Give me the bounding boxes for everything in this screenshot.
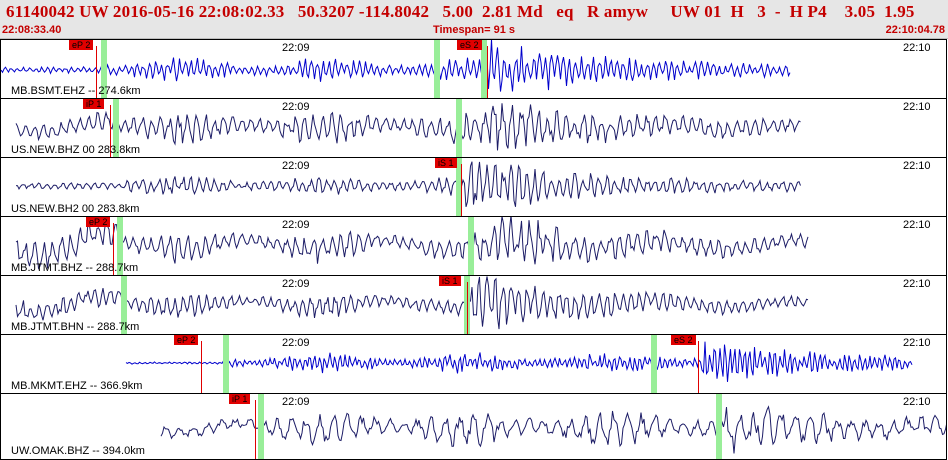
tick-label: 22:10 — [903, 278, 931, 290]
pick-line — [467, 282, 468, 334]
station-label: US.NEW.BHZ 00 283.8km — [11, 144, 140, 156]
seismic-trace — [15, 276, 809, 330]
green-window — [258, 394, 264, 459]
channel-panel-3[interactable]: iS 1 22:09 22:10 US.NEW.BH2 00 283.8km — [0, 157, 947, 217]
tick-label: 22:09 — [282, 42, 310, 54]
waveform-6 — [125, 341, 913, 382]
seismic-trace — [125, 341, 913, 382]
timespan-label: Timespan= 91 s — [432, 24, 516, 36]
event-header: 61140042 UW 2016-05-16 22:08:02.33 50.32… — [0, 0, 948, 39]
green-window — [456, 158, 462, 216]
station-label: MB.JTMT.BHN -- 288.7km — [11, 321, 140, 333]
waveform-7 — [160, 405, 946, 454]
green-window — [101, 40, 107, 98]
window-start-time: 22:08:33.40 — [2, 24, 62, 36]
pick-line — [201, 341, 202, 393]
window-end-time: 22:10:04.78 — [885, 24, 945, 36]
pick-label[interactable]: iP 1 — [83, 99, 105, 109]
channel-panel-7[interactable]: iP 1 22:09 22:10 UW.OMAK.BHZ -- 394.0km — [0, 393, 947, 460]
pick-line — [255, 400, 256, 459]
tick-label: 22:09 — [282, 160, 310, 172]
seismic-trace — [15, 217, 809, 270]
channel-panel-6[interactable]: eP 2 eS 2 22:09 22:10 MB.MKMT.EHZ -- 366… — [0, 334, 947, 394]
channel-panel-1[interactable]: eP 2 eS 2 22:09 22:10 MB.BSMT.EHZ -- 274… — [0, 39, 947, 99]
seismic-trace — [160, 405, 946, 454]
green-window — [223, 335, 229, 393]
seismic-trace — [15, 161, 801, 208]
seismic-trace — [15, 103, 801, 151]
tick-label: 22:10 — [903, 101, 931, 113]
seismic-trace — [1, 40, 791, 92]
waveform-4 — [15, 217, 809, 270]
tick-label: 22:10 — [903, 337, 931, 349]
waveform-5 — [15, 276, 809, 330]
seismogram-panels: eP 2 eS 2 22:09 22:10 MB.BSMT.EHZ -- 274… — [0, 39, 948, 460]
green-window — [481, 40, 487, 98]
tick-label: 22:09 — [282, 219, 310, 231]
green-window — [117, 217, 123, 275]
channel-panel-4[interactable]: eP 2 22:09 22:10 MB.JTMT.BHZ -- 288.7km — [0, 216, 947, 276]
waveform-1 — [1, 40, 791, 92]
tick-label: 22:10 — [903, 160, 931, 172]
pick-label[interactable]: eP 2 — [69, 40, 94, 50]
pick-line — [110, 105, 111, 157]
green-window — [113, 99, 119, 157]
tick-label: 22:09 — [282, 101, 310, 113]
tick-label: 22:09 — [282, 337, 310, 349]
pick-label[interactable]: eS 2 — [671, 335, 696, 345]
channel-panel-2[interactable]: iP 1 22:09 22:10 US.NEW.BHZ 00 283.8km — [0, 98, 947, 158]
station-label: UW.OMAK.BHZ -- 394.0km — [11, 445, 145, 457]
green-window — [121, 276, 127, 334]
station-label: MB.BSMT.EHZ -- 274.6km — [11, 85, 141, 97]
pick-label[interactable]: iS 1 — [435, 158, 457, 168]
tick-label: 22:09 — [282, 278, 310, 290]
waveform-2 — [15, 103, 801, 151]
pick-label[interactable]: eS 2 — [457, 40, 482, 50]
pick-label[interactable]: iP 1 — [229, 394, 251, 404]
waveform-3 — [15, 161, 801, 208]
tick-label: 22:10 — [903, 219, 931, 231]
green-window — [716, 394, 722, 459]
pick-line — [96, 46, 97, 98]
tick-label: 22:09 — [282, 396, 310, 408]
pick-label[interactable]: eP 2 — [174, 335, 199, 345]
green-window — [456, 99, 462, 157]
station-label: MB.JTMT.BHZ -- 288.7km — [11, 262, 139, 274]
pick-line — [461, 164, 462, 216]
tick-label: 22:10 — [903, 396, 931, 408]
event-summary: 61140042 UW 2016-05-16 22:08:02.33 50.32… — [6, 2, 915, 21]
green-window — [434, 40, 440, 98]
station-label: US.NEW.BH2 00 283.8km — [11, 203, 140, 215]
pick-line — [487, 46, 488, 98]
green-window — [651, 335, 657, 393]
pick-label[interactable]: eP 2 — [86, 217, 111, 227]
channel-panel-5[interactable]: iS 1 22:09 22:10 MB.JTMT.BHN -- 288.7km — [0, 275, 947, 335]
pick-line — [113, 223, 114, 275]
pick-line — [698, 341, 699, 393]
tick-label: 22:10 — [903, 42, 931, 54]
pick-label[interactable]: iS 1 — [439, 276, 461, 286]
station-label: MB.MKMT.EHZ -- 366.9km — [11, 380, 143, 392]
green-window — [468, 217, 474, 275]
